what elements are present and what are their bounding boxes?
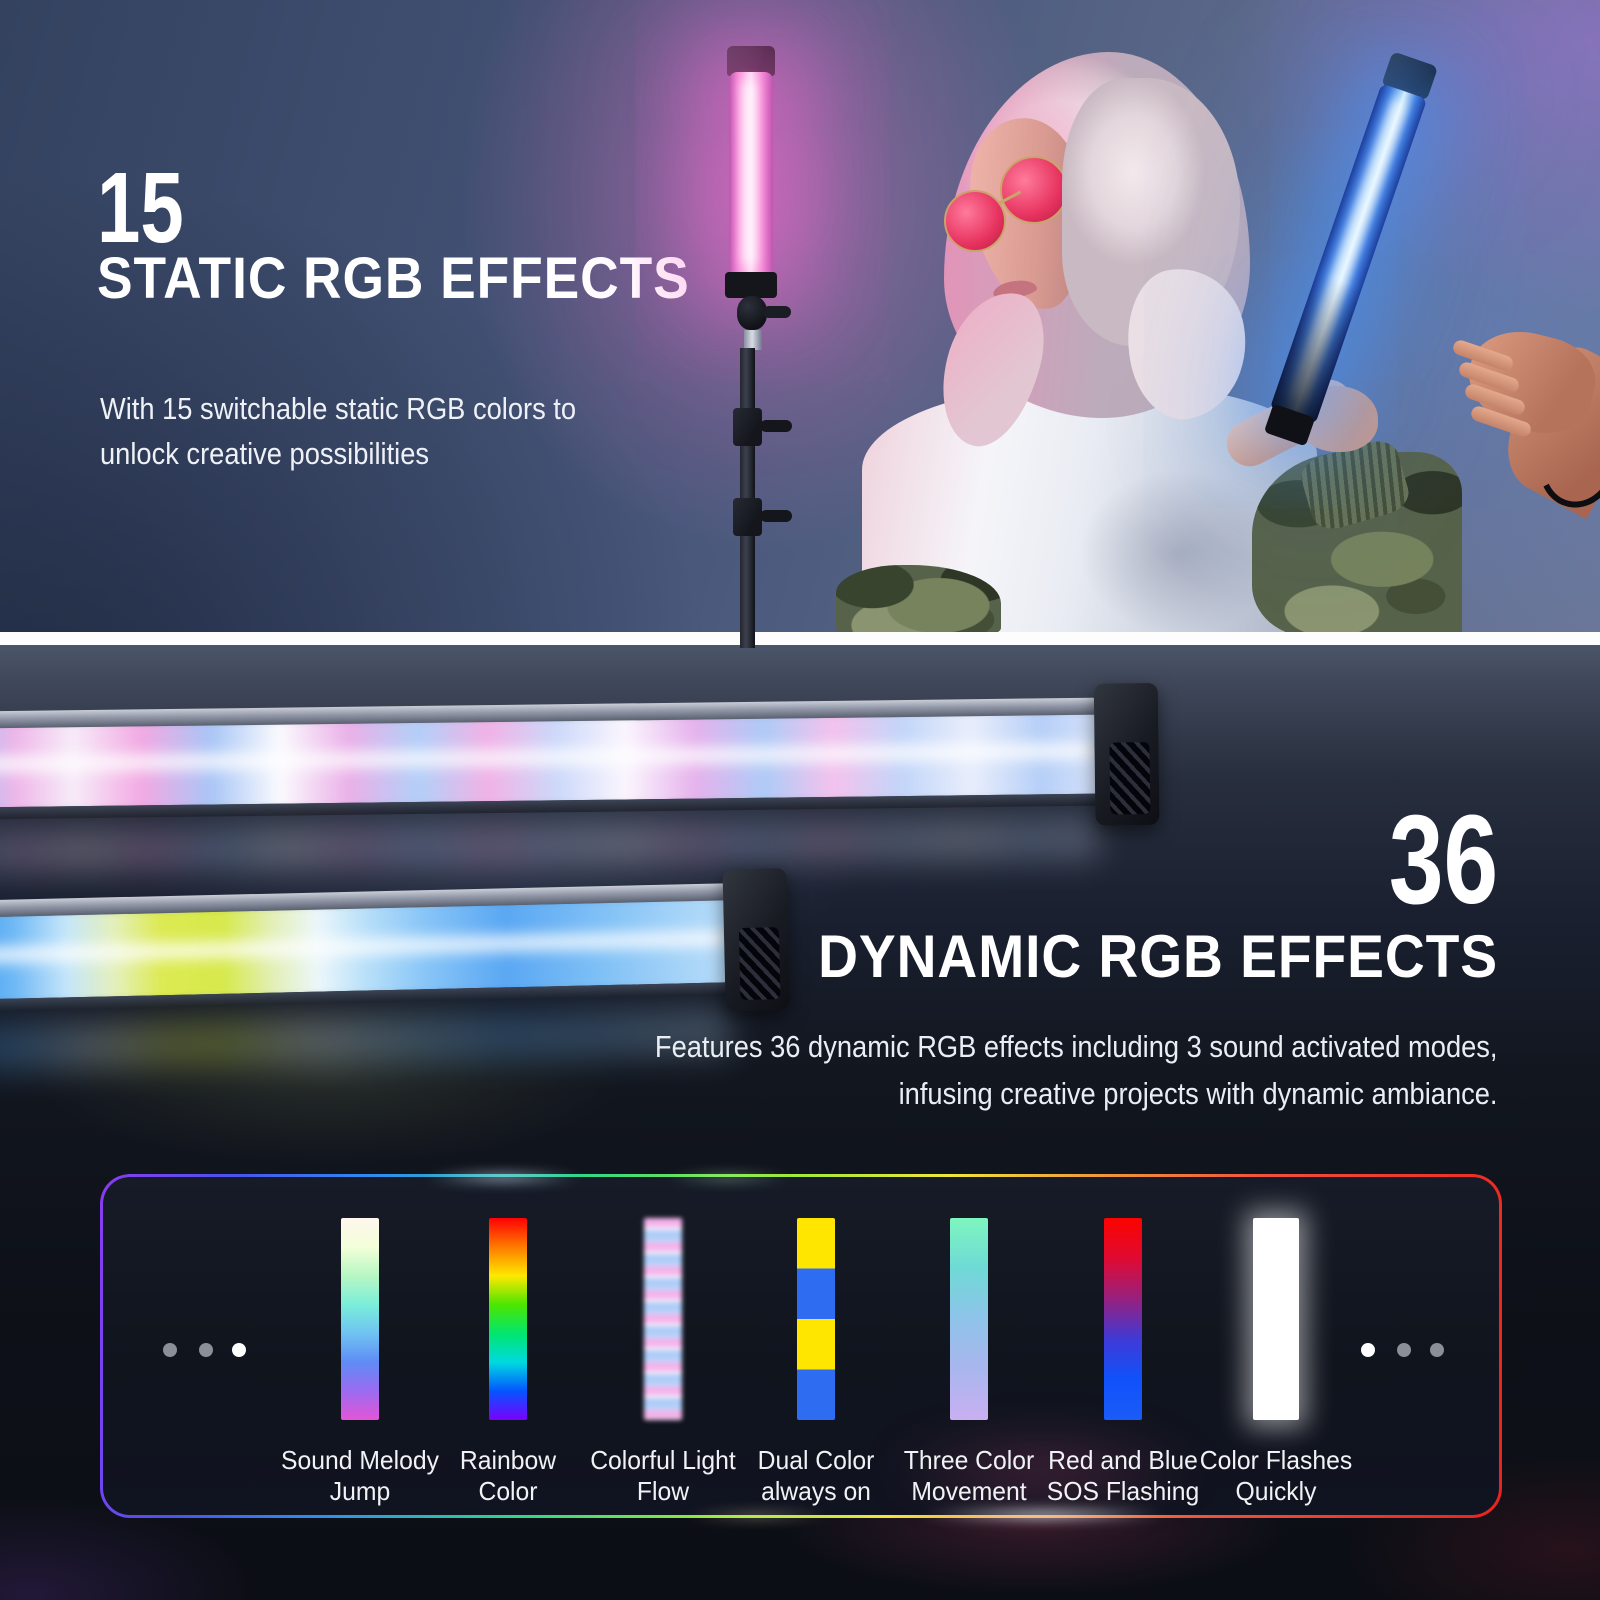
- pagination-dot: [163, 1343, 177, 1357]
- border-glow: [878, 1425, 1208, 1515]
- tube-bottom-mount: [725, 272, 777, 298]
- effect-label: Red and Blue SOS Flashing: [1019, 1445, 1228, 1507]
- effect-label-line: Quickly: [1235, 1476, 1317, 1506]
- static-effects-title: STATIC RGB EFFECTS: [97, 246, 690, 311]
- dynamic-effects-title: DYNAMIC RGB EFFECTS: [818, 923, 1498, 990]
- description-line: With 15 switchable static RGB colors to: [100, 391, 577, 426]
- border-glow: [423, 1172, 583, 1183]
- stand-clamp-knob: [760, 510, 792, 522]
- dynamic-effects-section: 36 DYNAMIC RGB EFFECTS Features 36 dynam…: [0, 645, 1600, 1600]
- effect-item: Three Color Movement: [859, 1177, 1079, 1521]
- camo-jacket-left: [836, 565, 1001, 632]
- tube-reflection: [0, 1007, 732, 1073]
- effect-label-line: Sound Melody: [281, 1445, 439, 1475]
- tube-top-cap: [727, 46, 775, 76]
- ball-head-knob: [763, 306, 791, 318]
- effect-swatch-rainbow-color: [489, 1218, 527, 1420]
- dynamic-effects-count: 36: [1388, 789, 1498, 930]
- effect-label: Color Flashes Quickly: [1172, 1445, 1381, 1507]
- border-glow: [683, 1511, 833, 1520]
- tube-reflection: [0, 817, 1099, 874]
- dynamic-effects-description: Features 36 dynamic RGB effects includin…: [655, 1023, 1498, 1117]
- effect-swatch-color-flashes-quickly: [1253, 1218, 1299, 1420]
- effect-item: Colorful Light Flow: [553, 1177, 773, 1521]
- effects-panel: Sound Melody Jump Rainbow Color Colorful Lig…: [100, 1172, 1502, 1521]
- effect-item: Rainbow Color: [398, 1177, 618, 1521]
- effect-label-line: Three Color: [903, 1445, 1035, 1475]
- effect-item: Color Flashes Quickly: [1166, 1177, 1386, 1521]
- stand-clamp: [733, 498, 762, 536]
- effect-label-line: always on: [761, 1476, 871, 1506]
- effects-panel-background: Sound Melody Jump Rainbow Color Colorful Lig…: [103, 1172, 1499, 1521]
- model-tshirt-shading: [1080, 470, 1280, 632]
- pagination-dot: [199, 1343, 213, 1357]
- tube-glow-band: [0, 714, 1099, 808]
- pink-glow-tube: [729, 72, 773, 274]
- description-line: infusing creative projects with dynamic …: [899, 1076, 1498, 1111]
- static-effects-section: 15 STATIC RGB EFFECTS With 15 switchable…: [0, 0, 1600, 632]
- border-glow: [918, 1508, 1168, 1521]
- end-cap-vents-icon: [1109, 742, 1151, 815]
- effect-label-line: SOS Flashing: [1046, 1476, 1200, 1506]
- effect-label-line: Color: [478, 1476, 538, 1506]
- pagination-dot-active: [1361, 1343, 1375, 1357]
- tube-end-cap: [1093, 682, 1160, 826]
- stand-spigot: [744, 330, 762, 350]
- ball-head: [737, 296, 767, 330]
- effect-label-line: Jump: [329, 1476, 391, 1506]
- effect-label-line: Colorful Light: [590, 1445, 736, 1475]
- effect-swatch-dual-color-always-on: [797, 1218, 835, 1420]
- end-cap-vents-icon: [738, 927, 781, 1001]
- effect-swatch-sound-melody-jump: [341, 1218, 379, 1420]
- effect-label-line: Rainbow: [459, 1445, 557, 1475]
- pagination-dot: [1397, 1343, 1411, 1357]
- effect-item: Dual Color always on: [706, 1177, 926, 1521]
- sunglasses-right-lens: [1000, 156, 1068, 224]
- static-effects-count: 15: [97, 152, 184, 264]
- description-line: Features 36 dynamic RGB effects includin…: [655, 1029, 1498, 1064]
- effect-item: Sound Melody Jump: [250, 1177, 470, 1521]
- pagination-dot-active: [232, 1343, 246, 1357]
- border-glow: [663, 1173, 793, 1182]
- effect-label-line: Movement: [911, 1476, 1027, 1506]
- wand-shading: [1269, 83, 1428, 425]
- effect-label-line: Red and Blue: [1048, 1445, 1198, 1475]
- pagination-dot: [1430, 1343, 1444, 1357]
- tube-end-cap: [722, 867, 790, 1012]
- effect-item: Red and Blue SOS Flashing: [1013, 1177, 1233, 1521]
- effect-label: Sound Melody Jump: [256, 1445, 465, 1507]
- sunglasses-left-lens: [944, 190, 1006, 252]
- effect-label: Dual Color always on: [712, 1445, 921, 1507]
- static-effects-description: With 15 switchable static RGB colors to …: [100, 386, 576, 476]
- section-divider: [0, 632, 1600, 645]
- effect-label-line: Dual Color: [757, 1445, 875, 1475]
- effect-label: Three Color Movement: [865, 1445, 1074, 1507]
- rgb-tube-light-1: [0, 682, 1191, 898]
- stand-clamp-knob: [760, 420, 792, 432]
- effect-label: Rainbow Color: [404, 1445, 613, 1507]
- effect-swatch-colorful-light-flow: [644, 1218, 682, 1420]
- effect-label-line: Flow: [636, 1476, 690, 1506]
- description-line: unlock creative possibilities: [100, 436, 430, 471]
- effect-swatch-three-color-movement: [950, 1218, 988, 1420]
- effect-label-line: Color Flashes: [1199, 1445, 1353, 1475]
- effect-label: Colorful Light Flow: [559, 1445, 768, 1507]
- effect-swatch-red-blue-sos-flashing: [1104, 1218, 1142, 1420]
- stand-clamp: [733, 408, 762, 446]
